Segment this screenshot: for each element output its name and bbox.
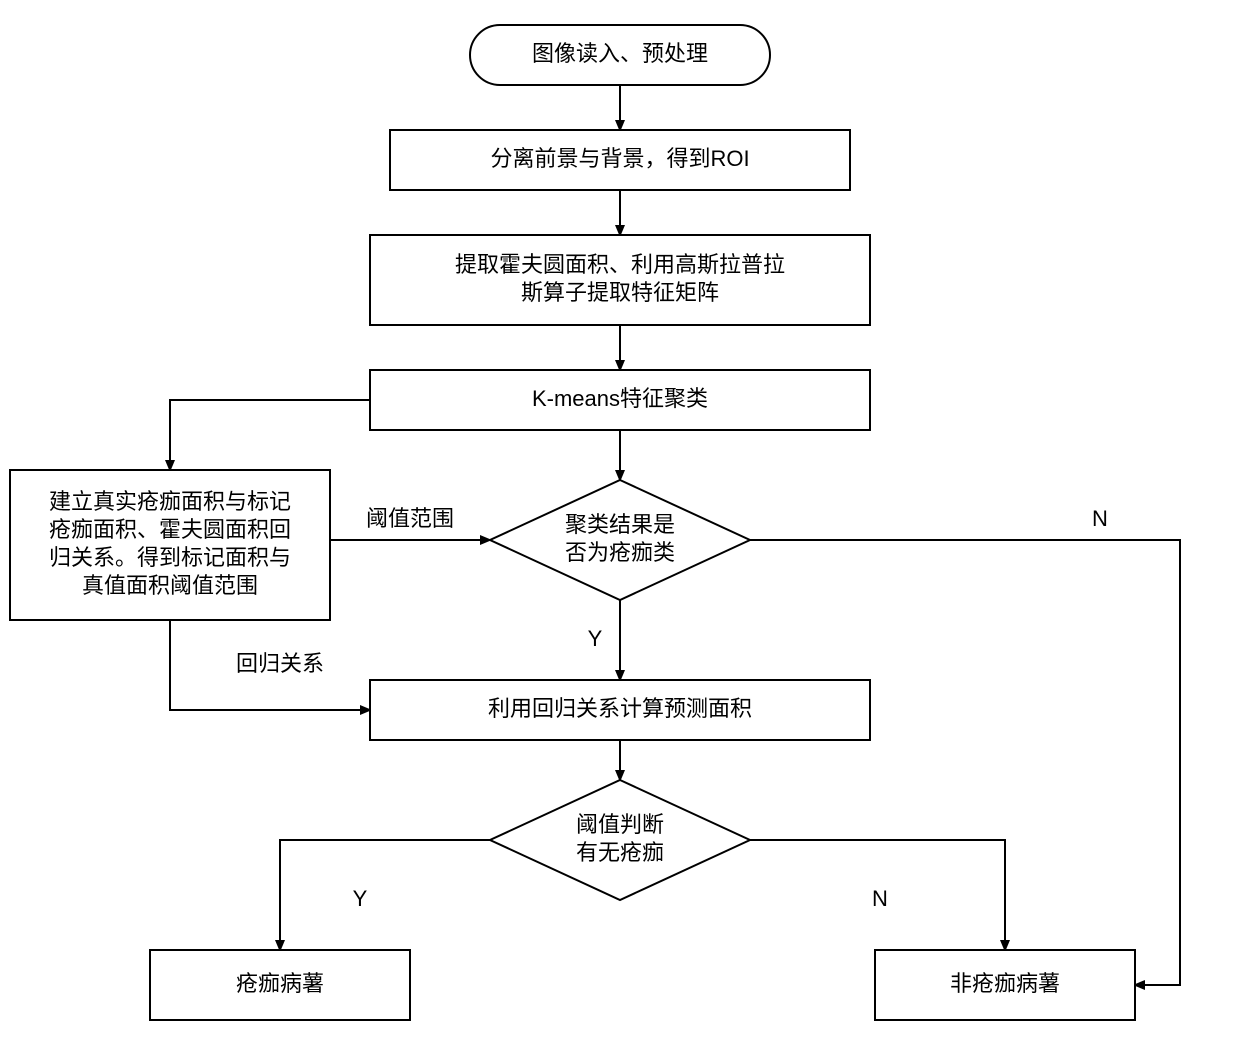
node-reg-label-line: 真值面积阈值范围 [82,573,258,598]
node-dec2: 阈值判断有无疮痂 [490,780,750,900]
node-noEnd-label-line: 非疮痂病薯 [950,971,1060,996]
node-dec2-label-line: 有无疮痂 [576,840,664,865]
edge-8 [750,540,1180,985]
node-roi-label-line: 分离前景与背景，得到ROI [490,146,749,171]
edge-11-label: N [872,886,888,911]
node-reg: 建立真实疮痂面积与标记疮痂面积、霍夫圆面积回归关系。得到标记面积与真值面积阈值范… [10,470,330,620]
edge-6-label: 回归关系 [236,651,324,676]
node-yesEnd: 疮痂病薯 [150,950,410,1020]
node-reg-label-line: 建立真实疮痂面积与标记 [49,489,291,514]
node-dec1-label-line: 聚类结果是 [565,512,675,537]
edge-7-label: Y [588,626,603,651]
edge-10-label: Y [353,886,368,911]
node-feat-label-line: 提取霍夫圆面积、利用高斯拉普拉 [455,252,785,277]
node-kmeans-label-line: K-means特征聚类 [532,386,708,411]
flowchart-canvas: 图像读入、预处理分离前景与背景，得到ROI 提取霍夫圆面积、利用高斯拉普拉斯算子提… [0,0,1240,1064]
node-reg-label-line: 归关系。得到标记面积与 [49,545,291,570]
edge-10 [280,840,490,950]
edge-5-label: 阈值范围 [366,506,454,531]
node-roi: 分离前景与背景，得到ROI [390,130,850,190]
node-dec2-label-line: 阈值判断 [576,812,664,837]
edge-4 [170,400,370,470]
node-noEnd: 非疮痂病薯 [875,950,1135,1020]
node-start-label-line: 图像读入、预处理 [532,41,708,66]
node-yesEnd-label-line: 疮痂病薯 [236,971,324,996]
node-pred-label-line: 利用回归关系计算预测面积 [488,696,752,721]
node-reg-label-line: 疮痂面积、霍夫圆面积回 [49,517,291,542]
node-pred: 利用回归关系计算预测面积 [370,680,870,740]
node-dec1: 聚类结果是否为疮痂类 [490,480,750,600]
node-start: 图像读入、预处理 [470,25,770,85]
node-feat-label-line: 斯算子提取特征矩阵 [521,280,719,305]
node-kmeans: K-means特征聚类 [370,370,870,430]
nodes-layer: 图像读入、预处理分离前景与背景，得到ROI 提取霍夫圆面积、利用高斯拉普拉斯算子提… [10,25,1135,1020]
node-dec1-label-line: 否为疮痂类 [565,540,675,565]
edge-8-label: N [1092,506,1108,531]
node-feat: 提取霍夫圆面积、利用高斯拉普拉斯算子提取特征矩阵 [370,235,870,325]
